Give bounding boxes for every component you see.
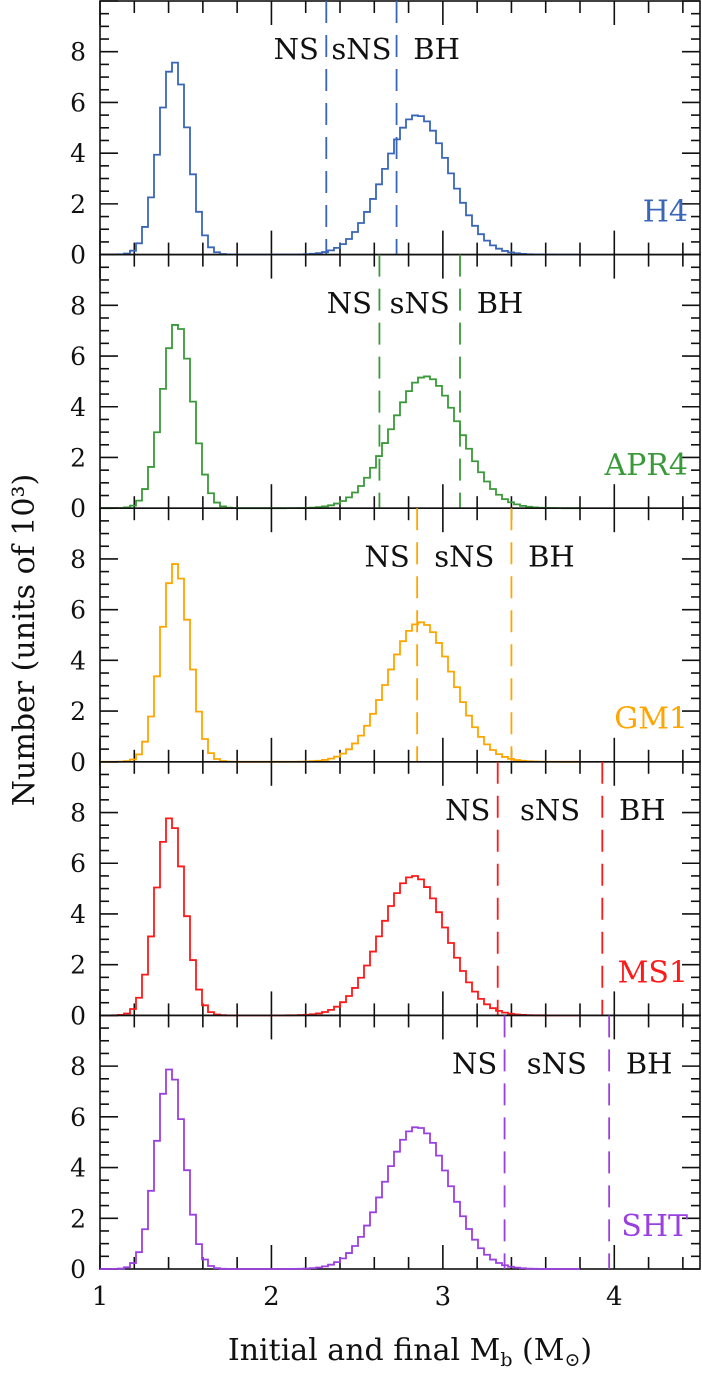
region-label-ns: NS: [274, 32, 319, 66]
y-tick-label: 0: [70, 494, 86, 523]
eos-label: GM1: [614, 702, 688, 737]
histogram-series-gm1: [100, 563, 580, 763]
x-tick-label: 3: [435, 1282, 452, 1312]
y-tick-label: 4: [70, 900, 86, 929]
region-label-ns: NS: [365, 539, 410, 573]
region-label-sns: sNS: [434, 539, 494, 573]
y-tick-label: 2: [70, 190, 86, 219]
y-tick-label: 4: [70, 1154, 86, 1183]
histogram-series-h4: [100, 61, 580, 256]
panel-ms1: 0 2 4 6 8 NS sNS BH MS1: [70, 760, 701, 1030]
y-tick-label: 8: [70, 38, 86, 67]
panel-h4: 0 2 4 6 8 NS sNS BH H4: [70, 0, 701, 270]
region-label-sns: sNS: [520, 793, 580, 827]
y-tick-label: 2: [70, 951, 86, 980]
region-label-ns: NS: [452, 1047, 497, 1081]
region-label-sns: sNS: [527, 1047, 587, 1081]
x-tick-label: 2: [263, 1282, 280, 1312]
region-label-ns: NS: [445, 793, 490, 827]
region-label-sns: sNS: [390, 286, 450, 320]
region-label-bh: BH: [477, 286, 524, 320]
x-axis-title: Initial and final Mb (M⊙): [228, 1333, 592, 1371]
y-tick-label: 6: [70, 342, 86, 371]
y-tick-label: 0: [70, 748, 86, 777]
y-tick-label: 2: [70, 1204, 86, 1233]
y-tick-label: 2: [70, 443, 86, 472]
region-label-bh: BH: [619, 793, 666, 827]
y-tick-label: 8: [70, 1052, 86, 1081]
y-tick-label: 4: [70, 139, 86, 168]
y-tick-label: 0: [70, 1255, 86, 1284]
y-axis-title: Number (units of 10³): [7, 474, 42, 806]
histogram-series-sht: [100, 1068, 580, 1270]
y-tick-label: 6: [70, 849, 86, 878]
eos-label: APR4: [603, 448, 688, 483]
eos-label: MS1: [618, 955, 688, 990]
eos-label: H4: [643, 194, 688, 229]
y-tick-label: 4: [70, 646, 86, 675]
y-tick-label: 8: [70, 799, 86, 828]
eos-label: SHT: [621, 1209, 688, 1244]
x-tick-label: 1: [92, 1282, 109, 1312]
panel-gm1: 0 2 4 6 8 NS sNS BH GM1: [70, 507, 701, 777]
region-label-ns: NS: [327, 286, 372, 320]
x-tick-label: 4: [606, 1282, 623, 1312]
region-label-sns: sNS: [331, 32, 391, 66]
y-tick-label: 8: [70, 291, 86, 320]
y-tick-label: 2: [70, 697, 86, 726]
region-label-bh: BH: [626, 1047, 673, 1081]
region-label-bh: BH: [528, 539, 575, 573]
y-tick-label: 0: [70, 241, 86, 270]
y-tick-label: 6: [70, 1103, 86, 1132]
y-tick-label: 8: [70, 545, 86, 574]
panel-sht: 0 2 4 6 8 NS sNS BH SHT: [70, 1014, 701, 1284]
y-tick-label: 0: [70, 1001, 86, 1030]
histogram-series-ms1: [100, 817, 580, 1017]
y-tick-label: 6: [70, 88, 86, 117]
y-tick-label: 6: [70, 596, 86, 625]
y-tick-label: 4: [70, 393, 86, 422]
region-label-bh: BH: [413, 32, 460, 66]
histogram-series-apr4: [100, 324, 580, 510]
panel-apr4: 0 2 4 6 8 NS sNS BH APR4: [70, 253, 701, 523]
